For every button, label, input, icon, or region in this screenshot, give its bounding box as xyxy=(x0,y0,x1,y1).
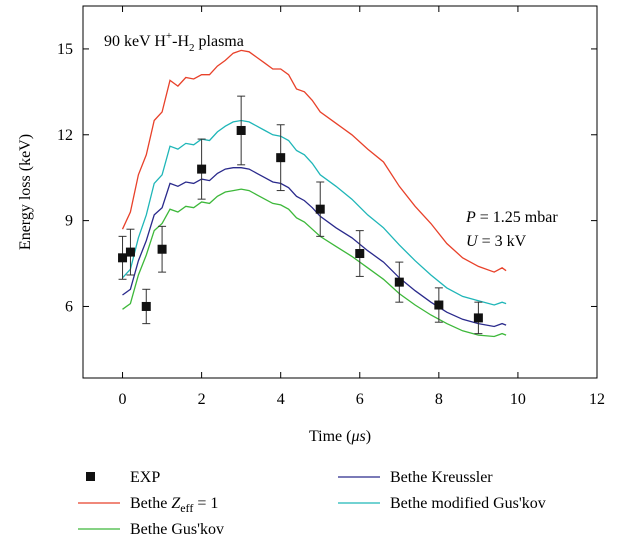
exp-point xyxy=(197,164,207,174)
legend-item-exp: EXP xyxy=(86,469,160,486)
exp-points xyxy=(118,95,483,335)
plot-frame xyxy=(82,5,598,379)
y-tick-label: 9 xyxy=(65,213,73,230)
series-line-bethe-kreussler xyxy=(122,167,507,328)
exp-point xyxy=(355,249,365,259)
legend-item-bethe-kreussler: Bethe Kreussler xyxy=(338,469,493,486)
series-line-bethe-modified-gus-kov xyxy=(122,119,507,306)
y-tick-label: 15 xyxy=(57,41,73,58)
legend: EXP Bethe Zeff = 1 Bethe Gus'kov Bethe K… xyxy=(78,469,546,538)
x-tick-label: 0 xyxy=(119,391,127,408)
exp-point xyxy=(473,313,483,323)
legend-item-bethe-guskov: Bethe Gus'kov xyxy=(78,521,224,538)
x-tick-label: 4 xyxy=(277,391,285,408)
y-tick-label: 12 xyxy=(57,127,73,144)
legend-item-bethe-modified-guskov: Bethe modified Gus'kov xyxy=(338,495,546,512)
legend-label-bethe-modified-guskov: Bethe modified Gus'kov xyxy=(390,495,546,512)
axis-ticks: 0 2 4 6 8 10 12 6 9 12 15 xyxy=(57,6,605,408)
exp-point xyxy=(315,204,325,214)
pressure-annotation: P = 1.25 mbar xyxy=(465,209,558,226)
exp-point xyxy=(434,300,444,310)
x-tick-label: 2 xyxy=(198,391,206,408)
exp-point xyxy=(157,244,167,254)
exp-point xyxy=(394,277,404,287)
x-axis-label: Time (μs) xyxy=(309,428,371,445)
plasma-annotation: 90 keV H+-H2 plasma xyxy=(104,30,244,54)
voltage-annotation: U = 3 kV xyxy=(466,233,527,250)
exp-point xyxy=(125,247,135,257)
y-tick-label: 6 xyxy=(65,298,73,315)
exp-point xyxy=(236,125,246,135)
exp-point xyxy=(141,301,151,311)
legend-label-bethe-zeff: Bethe Zeff = 1 xyxy=(130,495,218,515)
legend-item-bethe-zeff: Bethe Zeff = 1 xyxy=(78,495,218,515)
legend-label-bethe-kreussler: Bethe Kreussler xyxy=(390,469,493,486)
series-lines xyxy=(121,49,507,338)
x-tick-label: 6 xyxy=(356,391,364,408)
y-axis-label: Energy loss (keV) xyxy=(17,134,34,250)
x-tick-label: 12 xyxy=(589,391,605,408)
exp-point xyxy=(118,253,128,263)
x-tick-label: 8 xyxy=(435,391,443,408)
legend-label-exp: EXP xyxy=(130,469,160,486)
series-line-bethe-z-eff-1 xyxy=(121,49,507,273)
exp-point xyxy=(276,153,286,163)
x-tick-label: 10 xyxy=(510,391,526,408)
legend-marker-exp xyxy=(86,472,95,481)
legend-label-bethe-guskov: Bethe Gus'kov xyxy=(130,521,224,538)
series-line-bethe-gus-kov xyxy=(122,188,507,338)
